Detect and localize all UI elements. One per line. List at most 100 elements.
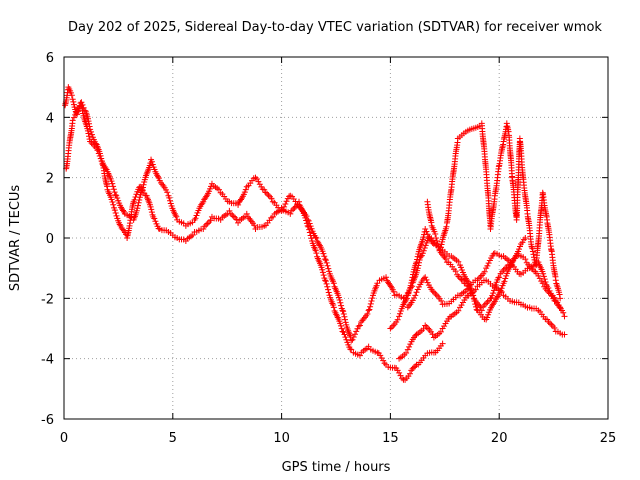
data-point xyxy=(86,133,93,140)
data-point xyxy=(437,244,444,251)
data-point xyxy=(355,323,362,330)
data-point xyxy=(457,275,464,282)
data-point xyxy=(351,331,358,338)
data-point xyxy=(368,297,375,304)
series-spikes xyxy=(424,120,564,302)
data-point xyxy=(404,346,411,353)
data-point xyxy=(348,337,355,344)
data-point xyxy=(412,363,419,370)
data-point xyxy=(422,242,429,249)
data-point xyxy=(489,292,496,299)
axis-ticks: 0 5 10 15 20 25 -6 -4 -2 0 2 4 6 xyxy=(41,51,616,446)
data-point xyxy=(541,276,548,283)
data-point xyxy=(233,216,240,223)
data-point xyxy=(304,216,311,223)
data-point xyxy=(350,334,357,341)
data-point xyxy=(283,198,290,205)
data-point xyxy=(337,299,344,306)
data-point xyxy=(469,289,476,296)
data-point xyxy=(338,325,345,332)
data-point xyxy=(412,292,419,299)
data-point xyxy=(496,274,503,281)
data-point xyxy=(433,237,440,244)
data-point xyxy=(152,218,159,225)
data-point xyxy=(383,274,390,281)
data-point xyxy=(413,259,420,266)
data-point xyxy=(237,196,244,203)
data-point xyxy=(410,271,417,278)
data-point xyxy=(324,262,331,269)
data-point xyxy=(536,275,543,282)
data-point xyxy=(356,352,363,359)
data-point xyxy=(326,268,333,275)
data-point xyxy=(340,308,347,315)
grid-lines xyxy=(64,57,608,419)
data-point xyxy=(552,277,559,284)
data-point xyxy=(522,235,529,241)
data-point xyxy=(396,369,403,376)
data-point xyxy=(463,286,470,293)
data-point xyxy=(242,186,249,193)
data-point xyxy=(440,252,447,259)
data-point xyxy=(155,173,162,180)
data-point xyxy=(308,235,315,242)
data-point xyxy=(262,189,269,196)
data-point xyxy=(330,304,337,311)
data-point xyxy=(109,198,116,205)
y-axis-label: SDTVAR / TECUs xyxy=(8,185,23,292)
data-point xyxy=(432,230,439,237)
data-point xyxy=(561,331,568,338)
data-point xyxy=(349,336,356,343)
data-point xyxy=(413,289,420,296)
data-point xyxy=(200,225,207,232)
data-point xyxy=(484,298,491,305)
data-point xyxy=(287,210,294,217)
data-point xyxy=(528,244,535,251)
data-point xyxy=(252,174,259,181)
x-tick-label: 10 xyxy=(273,431,290,446)
data-point xyxy=(291,204,298,211)
data-point xyxy=(503,272,510,279)
data-point xyxy=(457,264,464,271)
data-point xyxy=(516,246,523,253)
y-tick-label: -6 xyxy=(41,413,54,428)
data-point xyxy=(337,320,344,327)
data-point xyxy=(279,206,286,213)
data-point xyxy=(390,288,397,295)
data-point xyxy=(70,101,77,108)
data-point xyxy=(522,256,529,263)
data-point xyxy=(116,221,123,228)
data-point xyxy=(149,161,156,168)
data-point xyxy=(455,258,462,265)
data-point xyxy=(365,307,372,314)
series-track-a xyxy=(62,84,446,383)
data-point xyxy=(419,250,426,257)
data-point xyxy=(204,220,211,227)
data-point xyxy=(306,220,313,227)
data-point xyxy=(433,235,440,241)
data-point xyxy=(495,274,502,281)
data-point xyxy=(406,370,413,377)
data-point xyxy=(519,239,526,246)
data-point xyxy=(438,297,445,304)
data-point xyxy=(325,286,332,293)
data-point xyxy=(380,357,387,364)
data-point xyxy=(79,107,86,114)
data-point xyxy=(312,234,319,241)
data-point xyxy=(429,239,436,246)
data-point xyxy=(548,321,555,328)
data-point xyxy=(477,274,484,281)
data-point xyxy=(322,257,329,264)
data-point xyxy=(88,140,95,147)
x-tick-label: 5 xyxy=(169,431,177,446)
data-point xyxy=(414,256,421,263)
x-tick-label: 20 xyxy=(491,431,508,446)
data-point xyxy=(557,295,564,302)
data-point xyxy=(446,313,453,320)
data-point xyxy=(324,283,331,290)
data-point xyxy=(529,245,536,252)
data-point xyxy=(268,195,275,202)
data-point xyxy=(438,241,445,248)
data-point xyxy=(511,255,518,262)
